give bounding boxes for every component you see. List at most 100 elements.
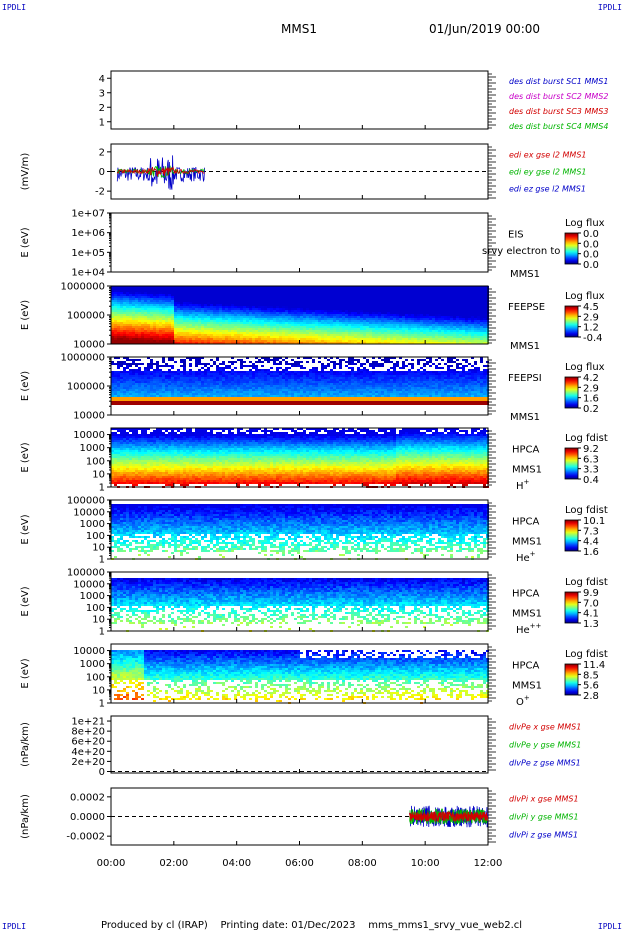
p4-cell — [189, 306, 192, 308]
p5-cell — [144, 393, 147, 395]
p5-cell — [192, 391, 195, 393]
p4-cell — [375, 294, 378, 296]
p5-cell — [210, 393, 213, 395]
p4-cell — [246, 316, 249, 318]
p5-cell — [210, 377, 213, 379]
p5-cell — [198, 385, 201, 387]
p4-cell — [390, 286, 393, 288]
p5-cell — [123, 373, 126, 375]
p4-cell — [138, 290, 141, 292]
p5-cell — [264, 381, 267, 383]
p5-cell — [123, 367, 126, 369]
p4-cell — [345, 326, 348, 328]
p5-cell — [150, 399, 153, 401]
p4-cell — [363, 294, 366, 296]
p5-cell — [252, 403, 255, 405]
p4-cell — [111, 304, 114, 306]
p4-cell — [447, 322, 450, 324]
p5-cell — [111, 371, 114, 373]
p4-cell — [153, 312, 156, 314]
p4-cell — [288, 326, 291, 328]
p4-cell — [129, 322, 132, 324]
p4-cell — [420, 330, 423, 332]
p4-cell — [468, 300, 471, 302]
p4-cell — [234, 338, 237, 340]
p4-cell — [117, 320, 120, 322]
p4-cell — [180, 338, 183, 340]
p5-cell — [186, 401, 189, 403]
p4-cell — [348, 320, 351, 322]
p4-cell — [483, 330, 486, 332]
p4-cell — [435, 332, 438, 334]
p4-cell — [405, 316, 408, 318]
p5-cell — [222, 401, 225, 403]
p4-cell — [294, 296, 297, 298]
p4-cell — [402, 306, 405, 308]
p4-cell — [111, 302, 114, 304]
p4-cell — [471, 328, 474, 330]
p5-cell — [213, 379, 216, 381]
p5-cell — [207, 373, 210, 375]
p4-cell — [369, 342, 372, 344]
p4-cell — [261, 316, 264, 318]
p4-cell — [126, 316, 129, 318]
p4-cell — [165, 292, 168, 294]
p1-legend-1: des dist burst SC2 MMS2 — [509, 92, 608, 101]
p4-cell — [168, 318, 171, 320]
p4-cell — [450, 286, 453, 288]
p4-cell — [348, 342, 351, 344]
p5-cell — [129, 385, 132, 387]
p4-cell — [261, 342, 264, 344]
p4-cell — [417, 290, 420, 292]
p4-cell — [372, 320, 375, 322]
p5-cell — [123, 377, 126, 379]
p4-cell — [225, 306, 228, 308]
p4-cell — [228, 320, 231, 322]
p4-cell — [282, 330, 285, 332]
p4-cell — [168, 322, 171, 324]
p5-cell — [144, 383, 147, 385]
p4-cell — [474, 320, 477, 322]
p4-cell — [354, 296, 357, 298]
p4-cell — [249, 300, 252, 302]
p4-cell — [210, 316, 213, 318]
p4-cell — [477, 302, 480, 304]
p4-cell — [171, 324, 174, 326]
p4-cell — [393, 332, 396, 334]
p4-cell — [150, 328, 153, 330]
p4-cell — [228, 290, 231, 292]
p5-cell — [144, 401, 147, 403]
p4-cell — [288, 298, 291, 300]
p4-cell — [429, 300, 432, 302]
p4-cell — [207, 322, 210, 324]
p4-cell — [147, 324, 150, 326]
p4-cell — [273, 310, 276, 312]
p4-cell — [126, 310, 129, 312]
p4-cell — [168, 326, 171, 328]
p4-cell — [159, 342, 162, 344]
p4-cell — [141, 316, 144, 318]
p4-cell — [390, 330, 393, 332]
p4-cell — [174, 290, 177, 292]
p4-cell — [438, 290, 441, 292]
p4-cell — [390, 338, 393, 340]
p5-cell — [237, 399, 240, 401]
p4-cell — [321, 338, 324, 340]
p4-cell — [465, 342, 468, 344]
p4-cell — [216, 326, 219, 328]
p4-cell — [114, 330, 117, 332]
p4-cell — [390, 292, 393, 294]
p4-cell — [243, 336, 246, 338]
p4-cell — [354, 324, 357, 326]
p4-cell — [165, 340, 168, 342]
p5-cell — [204, 373, 207, 375]
p1-legend-3: des dist burst SC4 MMS4 — [509, 122, 608, 131]
p4-cell — [375, 328, 378, 330]
p4-cell — [177, 288, 180, 290]
p4-cell — [402, 342, 405, 344]
p4-cell — [264, 306, 267, 308]
p4-cell — [396, 336, 399, 338]
p4-cell — [426, 306, 429, 308]
p4-cell — [231, 330, 234, 332]
p5-cell — [144, 395, 147, 397]
